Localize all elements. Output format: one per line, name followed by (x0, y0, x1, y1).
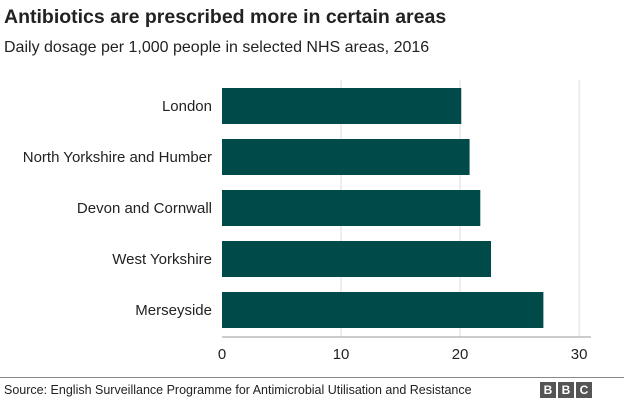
category-label: Devon and Cornwall (77, 200, 212, 217)
category-label: Merseyside (135, 302, 212, 319)
bar (222, 139, 470, 175)
bbc-logo-letter: C (576, 382, 592, 398)
x-tick-label: 20 (452, 346, 469, 363)
bar (222, 241, 492, 277)
chart-title: Antibiotics are prescribed more in certa… (4, 6, 447, 28)
bbc-logo: B B C (540, 382, 592, 398)
bar (222, 88, 462, 124)
x-tick-label: 10 (333, 346, 350, 363)
category-label: North Yorkshire and Humber (23, 149, 212, 166)
x-tick-label: 30 (571, 346, 588, 363)
category-label: West Yorkshire (112, 251, 212, 268)
category-label: London (162, 98, 212, 115)
chart-subtitle: Daily dosage per 1,000 people in selecte… (4, 39, 430, 56)
x-tick-labels: 0 10 20 30 (218, 346, 588, 363)
category-labels: London North Yorkshire and Humber Devon an… (23, 98, 212, 319)
footer-divider (0, 377, 624, 378)
bars (222, 88, 544, 328)
bar (222, 190, 481, 226)
bbc-logo-letter: B (540, 382, 556, 398)
bar (222, 292, 544, 328)
bbc-logo-letter: B (558, 382, 574, 398)
source-note: Source: English Surveillance Programme f… (4, 383, 472, 397)
x-tick-label: 0 (218, 346, 226, 363)
